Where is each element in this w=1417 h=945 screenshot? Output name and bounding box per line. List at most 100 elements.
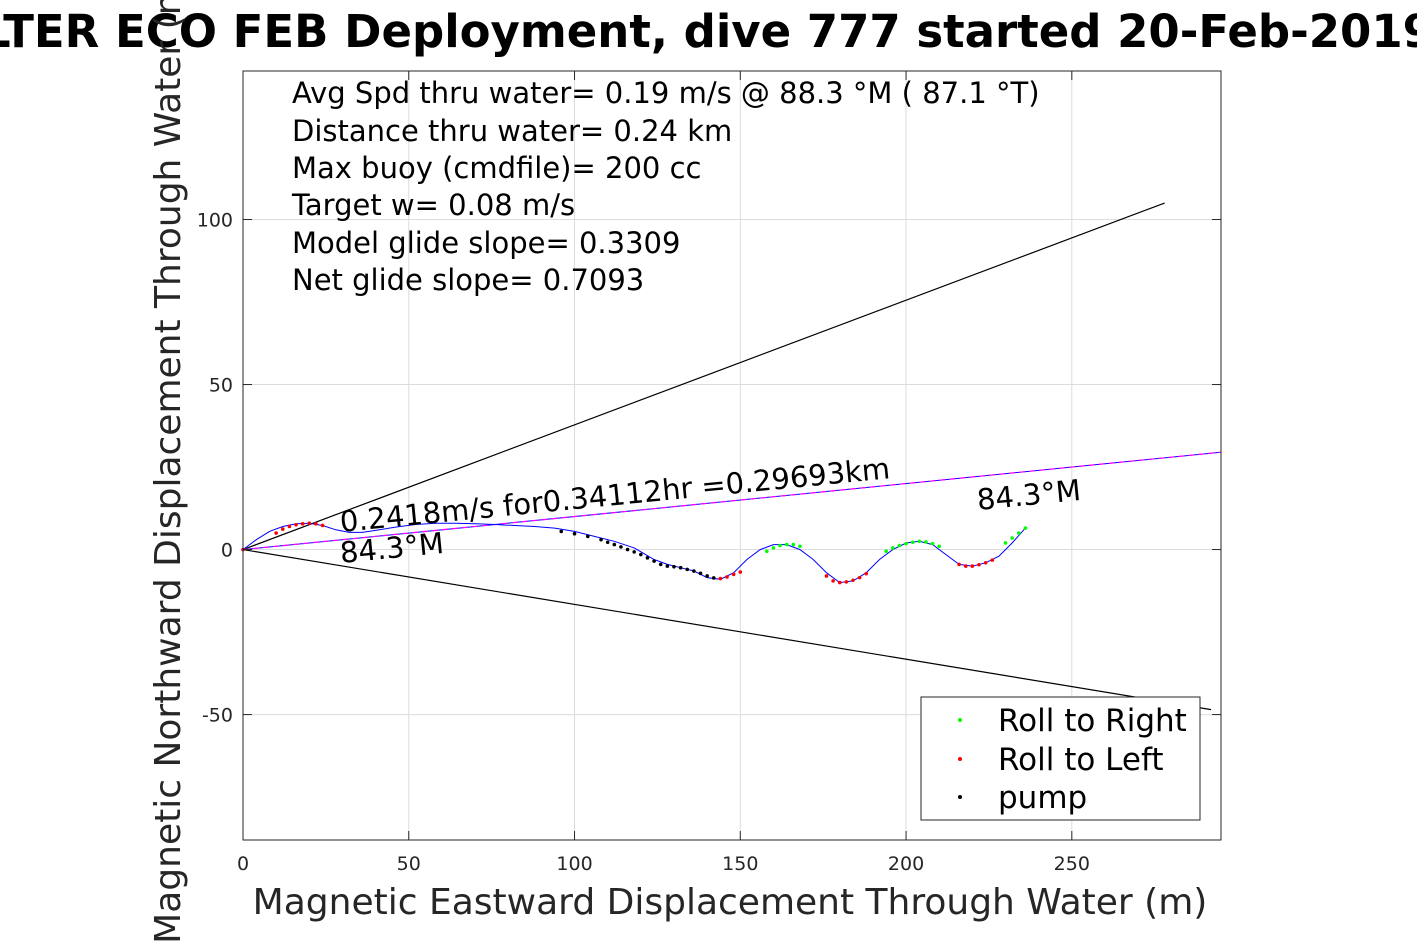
axis-ticks: 0 50 100 150 200 250 -50 0 50 100 <box>197 71 1221 875</box>
info-net-glide: Net glide slope= 0.7093 <box>292 263 644 297</box>
roll-left-point <box>963 564 968 568</box>
roll-right-point <box>1023 526 1028 530</box>
legend-label-roll-right: Roll to Right <box>998 703 1187 739</box>
roll-points <box>241 521 1028 585</box>
pump-point <box>665 564 670 568</box>
y-tick-label: 0 <box>221 540 233 562</box>
roll-left-point <box>320 523 325 528</box>
roll-right-point <box>930 541 935 546</box>
roll-left-point <box>851 578 855 583</box>
y-tick-label: 100 <box>197 210 233 232</box>
info-model-glide: Model glide slope= 0.3309 <box>292 226 680 260</box>
legend-label-roll-left: Roll to Left <box>998 742 1164 778</box>
pump-point <box>612 542 617 547</box>
roll-left-point <box>990 558 995 562</box>
pump-point <box>711 576 716 580</box>
legend-marker-roll-left <box>958 757 962 761</box>
pump-point <box>625 547 630 552</box>
glide-cone-lines <box>242 202 1212 711</box>
legend-label-pump: pump <box>998 780 1087 816</box>
legend-marker-roll-right <box>958 718 962 722</box>
roll-left-point <box>294 523 298 527</box>
roll-right-point <box>924 540 928 544</box>
roll-left-point <box>731 572 736 577</box>
plot-frame <box>242 70 1222 841</box>
net-heading-line <box>242 451 1222 551</box>
pump-point <box>698 571 703 576</box>
roll-left-point <box>957 562 961 567</box>
pump-point <box>632 550 636 554</box>
info-avg-speed: Avg Spd thru water= 0.19 m/s @ 88.3 °M (… <box>292 76 1040 110</box>
roll-left-point <box>738 570 743 574</box>
pump-point <box>658 562 663 567</box>
roll-right-point <box>917 539 922 544</box>
roll-right-point <box>791 542 796 547</box>
roll-left-point <box>314 522 318 526</box>
glide-cone-line <box>242 548 1212 711</box>
roll-right-point <box>937 544 942 549</box>
pump-point <box>599 537 603 542</box>
info-target-w: Target w= 0.08 m/s <box>291 188 575 222</box>
plot-area: 0 50 100 150 200 250 -50 0 50 100 <box>197 70 1222 875</box>
glide-cone-line <box>242 202 1165 551</box>
info-distance: Distance thru water= 0.24 km <box>292 114 732 148</box>
pump-point <box>652 559 656 563</box>
pump-point <box>619 545 623 549</box>
roll-right-point <box>798 544 802 549</box>
pump-point <box>605 540 610 545</box>
pump-point <box>639 552 643 557</box>
pump-point <box>645 556 650 560</box>
roll-left-point <box>287 524 292 529</box>
pump-point <box>678 565 683 570</box>
roll-right-point <box>910 540 915 545</box>
net-heading-line-magenta <box>242 451 1222 551</box>
info-max-buoy: Max buoy (cmdfile)= 200 cc <box>292 151 701 185</box>
roll-right-point <box>904 541 908 546</box>
roll-left-point <box>274 531 278 535</box>
x-tick-label: 0 <box>237 853 249 875</box>
roll-left-point <box>280 527 285 531</box>
roll-right-point <box>1003 541 1008 545</box>
roll-right-point <box>778 543 782 548</box>
roll-left-point <box>864 571 869 576</box>
chart-title: LTER ECO FEB Deployment, dive 777 starte… <box>0 5 1417 58</box>
roll-right-point <box>1016 531 1021 535</box>
roll-left-point <box>983 560 988 565</box>
roll-left-point <box>725 575 729 579</box>
roll-left-point <box>824 574 829 578</box>
roll-right-point <box>1010 536 1014 540</box>
roll-right-point <box>765 549 769 554</box>
x-tick-label: 200 <box>888 853 924 875</box>
x-tick-label: 250 <box>1054 853 1090 875</box>
x-tick-label: 150 <box>722 853 758 875</box>
legend: Roll to Right Roll to Left pump <box>920 696 1201 821</box>
pump-point <box>705 574 709 578</box>
legend-box <box>920 696 1201 821</box>
pump-point <box>672 564 676 569</box>
x-axis-label: Magnetic Eastward Displacement Through W… <box>253 882 1208 923</box>
info-text-block: Avg Spd thru water= 0.19 m/s @ 88.3 °M (… <box>291 76 1040 297</box>
roll-left-point <box>837 580 842 585</box>
y-tick-label: -50 <box>202 705 233 727</box>
roll-right-point <box>897 543 902 548</box>
roll-left-point <box>977 562 981 567</box>
roll-right-point <box>884 549 888 554</box>
pump-point <box>692 569 696 573</box>
pump-point <box>585 534 590 539</box>
roll-right-point <box>784 542 789 547</box>
roll-left-point <box>718 576 723 581</box>
roll-left-point <box>844 580 849 584</box>
roll-right-point <box>771 546 776 550</box>
pump-point <box>572 531 577 536</box>
x-tick-label: 50 <box>397 853 421 875</box>
roll-left-point <box>300 522 305 526</box>
pump-point <box>559 529 564 534</box>
legend-marker-pump <box>958 795 962 799</box>
x-tick-label: 100 <box>556 853 592 875</box>
roll-right-point <box>890 546 895 550</box>
y-tick-label: 50 <box>209 375 233 397</box>
roll-left-point <box>831 579 835 583</box>
y-axis-label: Magnetic Northward Displacement Through … <box>148 0 189 944</box>
roll-left-point <box>970 564 975 568</box>
